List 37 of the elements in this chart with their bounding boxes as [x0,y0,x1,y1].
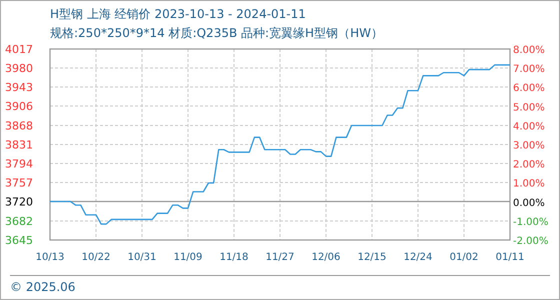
y-tick-label: 3831 [5,138,33,152]
chart-subtitle: 规格:250*250*9*14 材质:Q235B 品种:宽翼缘H型钢（HW） [50,26,383,40]
y2-tick-label: 5.00% [513,102,545,114]
x-tick-label: 11/27 [266,252,294,263]
y2-tick-label: -2.00% [513,236,548,247]
x-tick-label: 12/06 [312,252,340,263]
text: © 2025.06 [10,280,76,294]
x-tick-label: 10/22 [82,252,110,263]
y-tick-label: 4017 [5,43,33,56]
y-tick-label: 3757 [5,176,33,190]
x-tick-label: 01/02 [450,252,478,263]
y-tick-label: 3682 [5,215,33,228]
y-tick-label: 3720 [5,195,33,208]
chart-title: H型钢 上海 经销价 2023-10-13 - 2024-01-11 [50,7,306,21]
y-tick-label: 3645 [5,234,33,247]
x-tick-label: 11/18 [220,252,248,263]
y2-tick-label: 1.00% [513,178,545,190]
y2-tick-label: 2.00% [513,160,545,171]
x-tick-label: 11/09 [174,252,202,263]
y-tick-label: 3868 [5,120,33,133]
y2-tick-label: 7.00% [513,64,545,76]
x-tick-label: 01/11 [496,252,524,263]
line-series [49,64,511,225]
y2-tick-label: -1.00% [513,216,548,228]
x-tick-label: 10/13 [36,252,64,263]
x-tick-label: 10/31 [128,252,156,263]
y2-tick-label: 4.00% [513,121,545,132]
x-tick-label: 12/24 [404,252,432,263]
y2-tick-label: 8.00% [513,45,545,56]
y-tick-label: 3794 [5,157,33,170]
y-tick-label: 3943 [5,80,33,94]
y-tick-label: 3906 [5,100,33,113]
y2-tick-label: 0.00% [513,198,545,209]
x-tick-label: 12/15 [358,252,386,263]
y-tick-label: 3980 [5,62,33,75]
y2-tick-label: 6.00% [513,83,545,94]
y2-tick-label: 3.00% [513,140,545,152]
